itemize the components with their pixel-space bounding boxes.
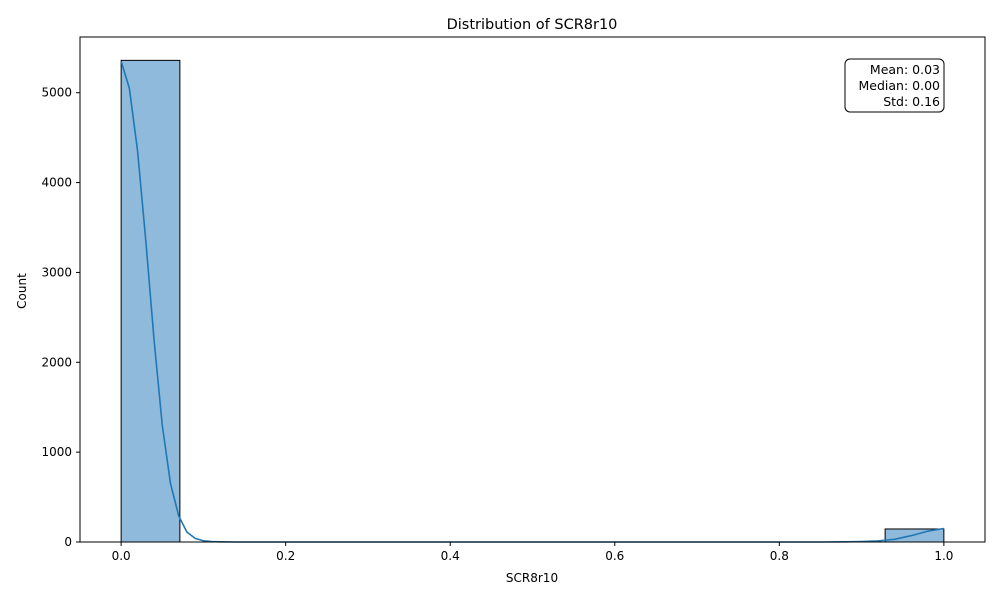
y-tick-label-5: 5000 [41,86,72,100]
x-tick-label-1: 0.2 [276,549,295,563]
x-tick-label-3: 0.6 [605,549,624,563]
y-tick-label-1: 1000 [41,445,72,459]
kde-line [120,61,944,543]
y-tick-label-4: 4000 [41,176,72,190]
y-tick-label-0: 0 [64,535,72,549]
stats-line-1: Median: 0.00 [859,78,941,93]
x-tick-label-4: 0.8 [770,549,789,563]
plot-area: 0.0 0.2 0.4 0.6 0.8 1.0 0 1000 2000 3000 4000 5000 M… [41,36,986,563]
y-tick-label-2: 2000 [41,355,72,369]
stats-line-2: Std: 0.16 [883,94,940,109]
chart-title: Distribution of SCR8r10 [447,17,618,33]
y-tick-label-3: 3000 [41,265,72,279]
x-axis-label: SCR8r10 [506,571,558,585]
x-tick-label-5: 1.0 [934,549,953,563]
axes-frame [79,36,986,543]
y-axis-label: Count [15,273,29,309]
stats-box [844,58,945,113]
x-tick-label-0: 0.0 [112,549,131,563]
x-tick-label-2: 0.4 [441,549,460,563]
stats-line-0: Mean: 0.03 [870,62,940,77]
